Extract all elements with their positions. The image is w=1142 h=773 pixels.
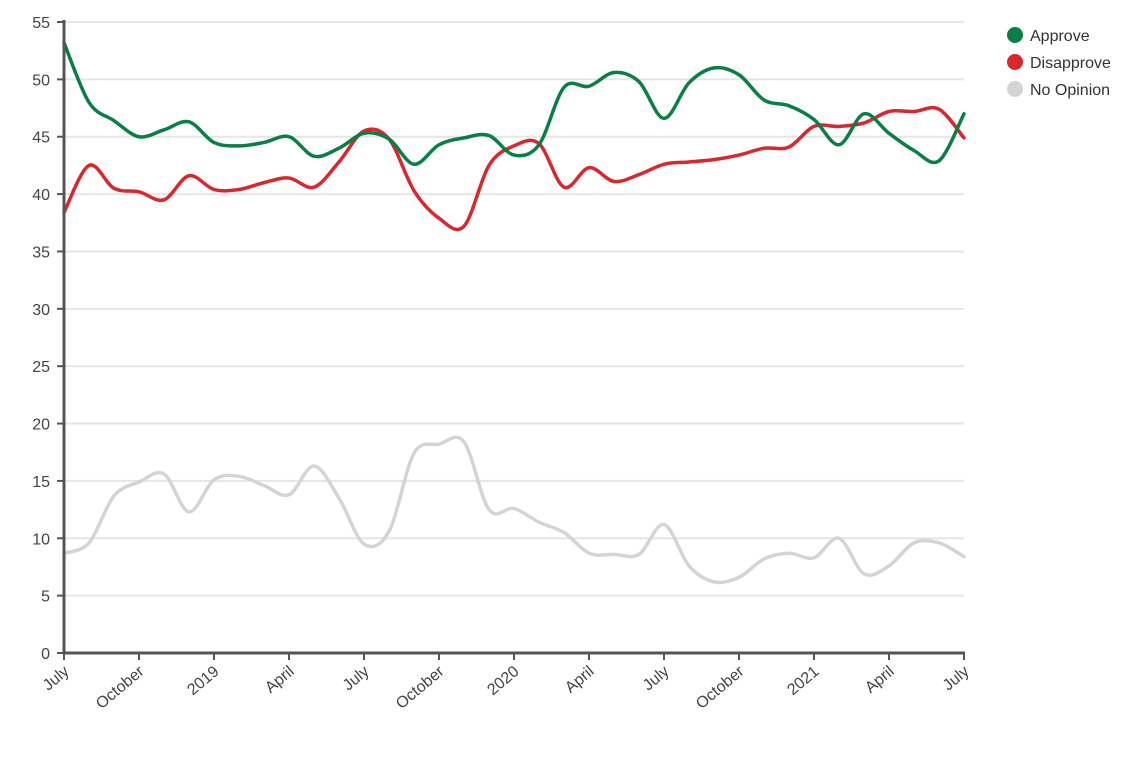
y-tick-label: 45 xyxy=(32,130,50,147)
x-tick-label: October xyxy=(93,663,148,713)
x-tick-label: April xyxy=(562,663,597,697)
y-tick-label: 40 xyxy=(32,187,50,204)
series-line-no-opinion xyxy=(62,435,966,585)
legend-swatch-no-opinion xyxy=(1007,81,1023,97)
x-tick-label: July xyxy=(40,663,73,694)
axes: 0 5 10 15 20 25 30 35 40 45 50 55 July October 2019 Apr… xyxy=(32,15,972,713)
legend-swatch-approve xyxy=(1007,27,1023,43)
legend: Approve Disapprove No Opinion xyxy=(1007,27,1111,99)
series-line-approve xyxy=(62,40,966,167)
x-tick-label: April xyxy=(862,663,897,697)
legend-item-disapprove[interactable]: Disapprove xyxy=(1007,54,1111,72)
x-tick-label: April xyxy=(262,663,297,697)
series-lines xyxy=(62,40,966,585)
x-tick-label: 2020 xyxy=(484,663,522,699)
legend-swatch-disapprove xyxy=(1007,54,1023,70)
legend-label-disapprove: Disapprove xyxy=(1030,55,1111,72)
y-tick-label: 5 xyxy=(41,589,50,606)
y-tick-label: 50 xyxy=(32,72,50,89)
x-tick-label: July xyxy=(640,663,673,694)
x-tick-label: October xyxy=(693,663,748,713)
y-tick-label: 35 xyxy=(32,244,50,261)
y-tick-label: 10 xyxy=(32,531,50,548)
x-tick-label: 2019 xyxy=(184,663,222,699)
x-tick-label: 2021 xyxy=(784,663,822,699)
legend-label-no-opinion: No Opinion xyxy=(1030,82,1110,99)
y-tick-label: 0 xyxy=(41,646,50,663)
legend-item-no-opinion[interactable]: No Opinion xyxy=(1007,81,1110,99)
x-tick-label: October xyxy=(393,663,448,713)
series-line-disapprove xyxy=(62,105,966,232)
legend-label-approve: Approve xyxy=(1030,28,1090,45)
y-tick-label: 15 xyxy=(32,474,50,491)
x-tick-label: July xyxy=(940,663,973,694)
x-tick-label: July xyxy=(340,663,373,694)
legend-item-approve[interactable]: Approve xyxy=(1007,27,1090,45)
y-tick-label: 20 xyxy=(32,417,50,434)
y-tick-label: 25 xyxy=(32,359,50,376)
y-tick-label: 30 xyxy=(32,302,50,319)
y-tick-label: 55 xyxy=(32,15,50,32)
